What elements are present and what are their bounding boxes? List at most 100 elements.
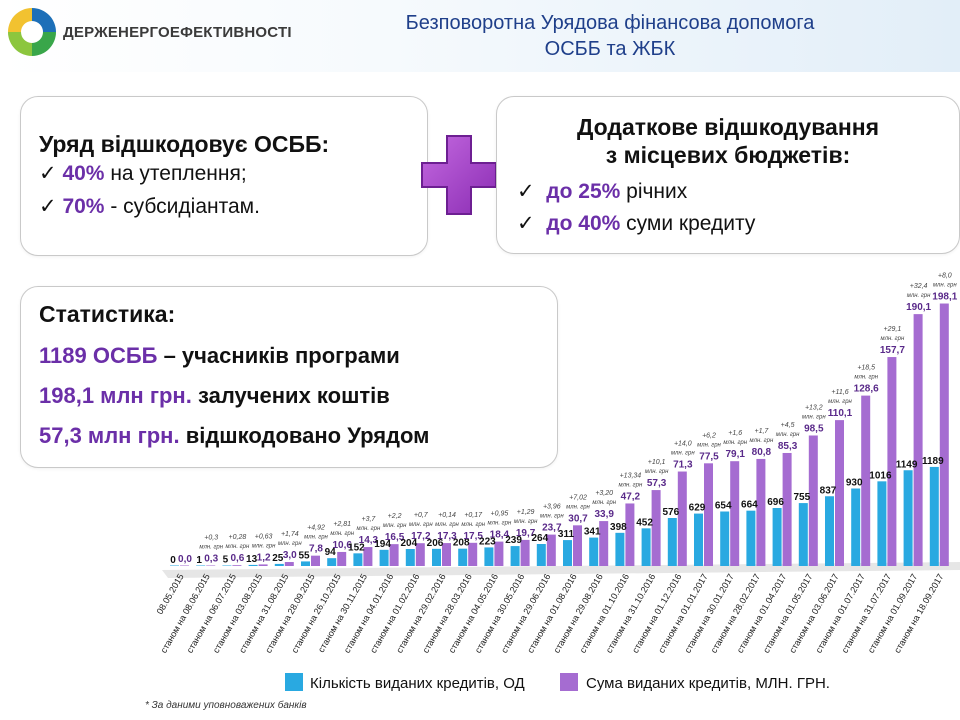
statistics-line: 1189 ОСББ – учасників програми: [39, 343, 400, 369]
count-data-label: 152: [348, 542, 365, 553]
count-bar: [274, 563, 284, 566]
count-bar: [379, 549, 389, 566]
compensation-item: ✓ 70% - субсидіантам.: [39, 194, 260, 219]
count-data-label: 206: [427, 538, 444, 549]
sum-bar: [520, 539, 530, 566]
compensation-text: на утеплення;: [104, 162, 247, 185]
category-tick-label: станом на 30.01.2017: [682, 572, 736, 655]
increment-label: +2,2: [388, 513, 402, 520]
legend-label-sum: Сума виданих кредитів, МЛН. ГРН.: [586, 675, 830, 692]
increment-unit-label: млн. грн: [697, 442, 721, 448]
count-data-label: 1016: [869, 470, 892, 481]
increment-label: +1,6: [728, 430, 742, 437]
compensation-item: ✓ 40% на утеплення;: [39, 161, 247, 186]
count-data-label: 664: [741, 500, 758, 511]
increment-label: +3,7: [361, 516, 376, 523]
increment-unit-label: млн. грн: [671, 451, 695, 457]
sum-data-label: 57,3: [647, 478, 667, 489]
count-data-label: 55: [298, 550, 310, 561]
sum-data-label: 10,6: [332, 540, 352, 551]
count-data-label: 930: [846, 478, 863, 489]
sum-bar: [730, 461, 740, 566]
category-tick-label: станом на 01.01.2017: [656, 572, 710, 655]
local-budget-heading-line-1: Додаткове відшкодування: [576, 114, 880, 140]
increment-unit-label: млн. грн: [383, 523, 407, 529]
local-compensation-text: суми кредиту: [620, 212, 756, 235]
count-data-label: 13: [246, 554, 258, 565]
increment-unit-label: млн. грн: [723, 440, 747, 446]
sum-bar: [284, 562, 294, 566]
sum-data-label: 16,5: [385, 532, 405, 543]
category-tick-label: станом на 31.07.2017: [840, 572, 894, 655]
sum-data-label: 198,1: [932, 292, 957, 303]
sum-data-label: 79,1: [725, 449, 745, 460]
increment-label: +0,14: [438, 512, 456, 519]
count-bar: [615, 532, 625, 566]
sum-data-label: 71,3: [673, 460, 693, 471]
category-tick-label: станом на 03.06.2017: [787, 572, 841, 655]
statistics-line: 57,3 млн грн. відшкодовано Урядом: [39, 423, 429, 449]
count-bar: [825, 496, 834, 566]
increment-unit-label: млн. грн: [330, 531, 354, 537]
sum-bar: [704, 463, 713, 566]
increment-unit-label: млн. грн: [199, 545, 223, 551]
sum-data-label: 17,3: [437, 531, 457, 542]
increment-unit-label: млн. грн: [566, 504, 590, 510]
count-data-label: 398: [610, 522, 627, 533]
sum-bar: [573, 525, 582, 566]
increment-unit-label: млн. грн: [357, 526, 381, 532]
count-data-label: 576: [662, 507, 679, 518]
chart-floor: [162, 562, 960, 578]
count-bar: [746, 510, 756, 566]
category-tick-label: станом на 28.03.2016: [420, 572, 474, 655]
count-data-label: 1189: [922, 456, 944, 467]
increment-unit-label: млн. грн: [435, 522, 459, 528]
statistics-value: 1189 ОСББ: [39, 343, 158, 368]
count-bar: [353, 553, 363, 566]
category-tick-label: станом на 31.08.2015: [237, 572, 291, 655]
sum-bar: [206, 565, 216, 566]
increment-label: +13,34: [620, 472, 642, 479]
compensation-percent: 70%: [62, 195, 105, 218]
count-bar: [720, 511, 730, 566]
count-data-label: 25: [272, 553, 284, 564]
category-tick-label: станом на 01.10.2016: [578, 572, 632, 655]
sum-bar: [546, 534, 556, 566]
sum-bar: [756, 458, 766, 566]
count-bar: [301, 561, 310, 566]
sum-bar: [677, 471, 687, 566]
sum-data-label: 0,0: [178, 554, 192, 565]
count-data-label: 1: [196, 555, 202, 566]
sum-bar: [887, 357, 897, 566]
count-bar: [222, 565, 232, 566]
category-tick-label: станом на 28.02.2017: [709, 572, 763, 655]
category-tick-label: станом на 03.08.2015: [211, 572, 265, 655]
count-bar: [432, 548, 441, 566]
sum-data-label: 18,4: [490, 530, 510, 541]
statistics-text: – учасників програми: [157, 343, 400, 368]
category-tick-label: станом на 29.08.2016: [551, 572, 605, 655]
increment-label: +0,3: [204, 535, 218, 542]
count-bar: [458, 548, 468, 566]
sum-bar: [913, 314, 923, 566]
local-compensation-text: річних: [620, 180, 688, 203]
count-data-label: 341: [584, 527, 601, 538]
increment-label: +4,5: [781, 422, 795, 429]
sum-data-label: 3,0: [283, 550, 297, 561]
increment-label: +32,4: [910, 283, 928, 290]
checkmark-icon: ✓: [517, 180, 535, 203]
sum-bar: [494, 541, 504, 566]
sum-data-label: 80,8: [752, 447, 772, 458]
increment-unit-label: млн. грн: [304, 535, 328, 541]
increment-label: +18,5: [857, 365, 875, 372]
sum-data-label: 17,2: [411, 531, 431, 542]
statistics-text: відшкодовано Урядом: [179, 423, 430, 448]
increment-unit-label: млн. грн: [461, 522, 485, 528]
count-data-label: 654: [715, 501, 732, 512]
count-data-label: 629: [689, 503, 706, 514]
count-bar: [929, 466, 939, 566]
count-bar: [589, 537, 599, 566]
category-tick-label: станом на 29.06.2016: [499, 572, 553, 655]
count-data-label: 239: [505, 535, 522, 546]
